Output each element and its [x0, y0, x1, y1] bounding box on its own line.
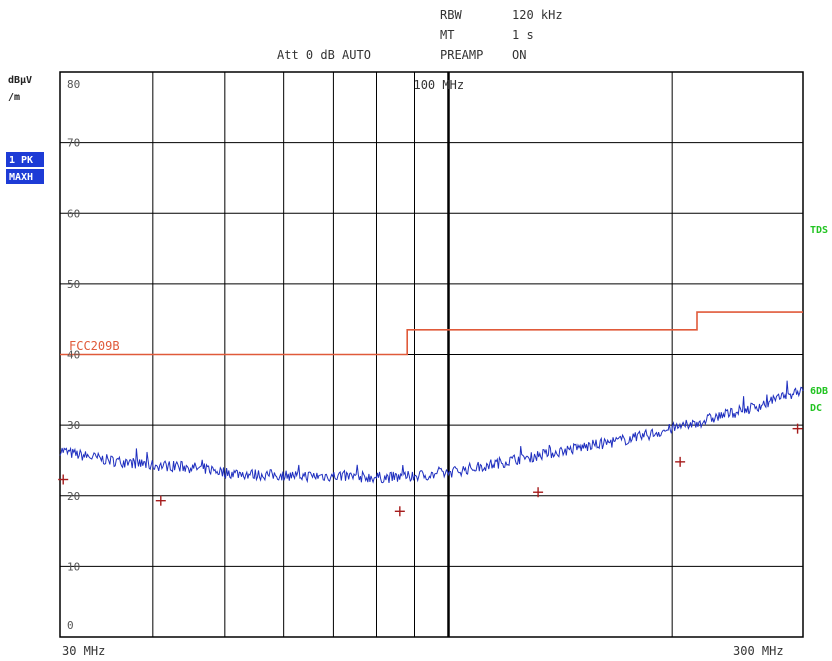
- y-tick-label: 80: [67, 78, 80, 91]
- y-tick-label: 40: [67, 349, 80, 362]
- y-tick-label: 30: [67, 419, 80, 432]
- dc-label: DC: [810, 403, 822, 414]
- y-tick-label: 0: [67, 619, 74, 632]
- tick-layer: 0 10 20 30 40 50 60 70 80 30 MHz 100 MHz 300 MHz: [62, 78, 784, 658]
- rbw-label: RBW: [440, 8, 462, 22]
- x-tick-label: 30 MHz: [62, 644, 105, 658]
- peak-marker: [58, 474, 69, 485]
- y-tick-label: 50: [67, 278, 80, 291]
- preamp-value: ON: [512, 48, 526, 62]
- marker-layer: [58, 423, 803, 517]
- peak-marker: [675, 456, 686, 467]
- rbw-value: 120 kHz: [512, 8, 563, 22]
- x-tick-label: 300 MHz: [733, 644, 784, 658]
- grid-layer: [59, 71, 804, 638]
- trace-badge-top: [6, 152, 44, 167]
- peak-marker: [792, 423, 803, 434]
- peak-marker: [394, 506, 405, 517]
- trace-detector-label: 1 PK: [9, 155, 33, 166]
- y-tick-label: 10: [67, 560, 80, 573]
- trace-badge-bottom: [6, 169, 44, 184]
- y-unit-label: dBµV: [8, 75, 32, 86]
- tds-label: TDS: [810, 225, 828, 236]
- trace-mode-label: MAXH: [9, 172, 33, 183]
- y-tick-label: 60: [67, 207, 80, 220]
- peak-marker: [533, 487, 544, 498]
- limit-line-layer: [60, 311, 803, 356]
- trace-layer: [59, 380, 804, 484]
- mt-label: MT: [440, 28, 454, 42]
- attenuation-text: Att 0 dB AUTO: [277, 48, 371, 62]
- limit-line-label: FCC209B: [69, 339, 120, 353]
- y-tick-label: 20: [67, 490, 80, 503]
- limit-line-fcc209b: [60, 311, 803, 356]
- peak-marker: [155, 495, 166, 506]
- trace-line: [59, 380, 804, 484]
- preamp-label: PREAMP: [440, 48, 483, 62]
- sixdb-label: 6DB: [810, 386, 828, 397]
- y-unit-label-per-m: /m: [8, 92, 20, 103]
- x-tick-label: 100 MHz: [413, 78, 464, 92]
- y-tick-label: 70: [67, 137, 80, 150]
- mt-value: 1 s: [512, 28, 534, 42]
